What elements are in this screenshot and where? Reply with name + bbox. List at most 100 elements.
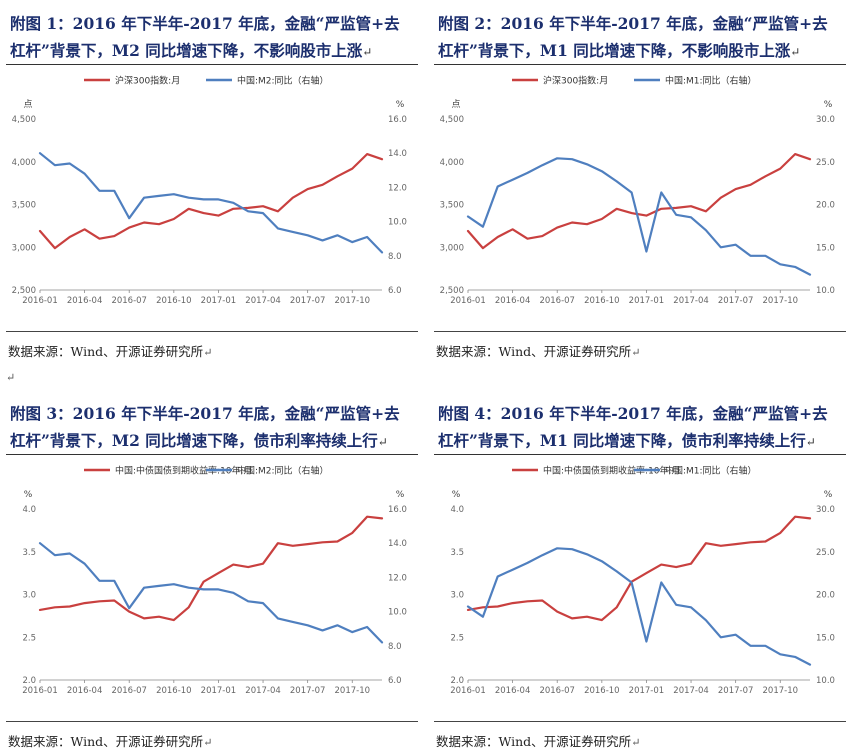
x-axis-tick-label: 2017-07 xyxy=(718,686,754,696)
right-axis-tick-label: 6.0 xyxy=(388,286,402,296)
left-axis-series-line xyxy=(466,515,812,622)
left-axis-tick-label: 4.0 xyxy=(450,505,464,515)
x-axis-tick-label: 2016-10 xyxy=(156,686,192,696)
x-axis-tick-label: 2016-07 xyxy=(539,686,575,696)
x-axis-tick-label: 2016-01 xyxy=(22,296,58,306)
x-axis-tick-label: 2016-07 xyxy=(111,296,147,306)
right-axis-tick-label: 12.0 xyxy=(388,183,407,193)
right-axis-tick-label: 30.0 xyxy=(816,115,835,125)
left-axis-tick-label: 4.0 xyxy=(22,505,36,515)
return-mark: ↵ xyxy=(805,435,816,449)
right-axis-tick-label: 20.0 xyxy=(816,591,835,601)
figure-panel-1: 附图 1：2016 年下半年-2017 年底，金融“严监管+去杠杆”背景下，M2… xyxy=(6,10,418,361)
legend-label: 中国:中债国债到期收益率:10年:月 xyxy=(543,465,681,477)
right-axis-series-line xyxy=(38,152,384,254)
legend-label: 中国:M1:同比（右轴） xyxy=(665,75,757,87)
right-axis-series-line xyxy=(38,542,384,644)
dual-axis-line-chart: 中国:中债国债到期收益率:10年:月中国:M1:同比（右轴）% % 2.0 2.5 3.… xyxy=(434,465,846,722)
x-axis-tick-label: 2017-10 xyxy=(335,686,371,696)
left-axis-series-line xyxy=(466,152,812,250)
right-axis-tick-label: 16.0 xyxy=(388,505,407,515)
x-axis-tick-label: 2016-04 xyxy=(495,686,531,696)
left-axis-tick-label: 4,000 xyxy=(440,158,464,168)
figure-title: 附图 2：2016 年下半年-2017 年底，金融“严监管+去杠杆”背景下，M1… xyxy=(434,10,846,65)
x-axis-tick-label: 2016-04 xyxy=(495,296,531,306)
right-axis-tick-label: 10.0 xyxy=(388,218,407,228)
left-axis-unit: % xyxy=(452,490,461,500)
left-axis-series-line xyxy=(38,515,384,622)
right-axis-series-line xyxy=(466,547,812,666)
x-axis-tick-label: 2016-01 xyxy=(22,686,58,696)
left-axis-tick-label: 3.0 xyxy=(450,591,464,601)
right-axis-tick-label: 25.0 xyxy=(816,158,835,168)
data-source-note: 数据来源：Wind、开源证券研究所↵ xyxy=(436,734,641,749)
x-axis-tick-label: 2016-01 xyxy=(450,296,486,306)
right-axis-tick-label: 15.0 xyxy=(816,633,835,643)
x-axis-tick-label: 2017-10 xyxy=(335,296,371,306)
legend-label: 中国:中债国债到期收益率:10年:月 xyxy=(115,465,253,477)
right-axis-tick-label: 12.0 xyxy=(388,573,407,583)
x-axis-tick-label: 2016-04 xyxy=(67,686,103,696)
x-axis-tick-label: 2016-10 xyxy=(584,686,620,696)
left-axis-tick-label: 3,000 xyxy=(12,243,36,253)
legend-label: 沪深300指数:月 xyxy=(115,75,180,87)
dual-axis-line-chart: 中国:中债国债到期收益率:10年:月中国:M2:同比（右轴）% % 2.0 2.5 3.… xyxy=(6,465,418,722)
right-axis-tick-label: 8.0 xyxy=(388,642,402,652)
left-axis-unit: 点 xyxy=(23,99,32,110)
data-source-note: 数据来源：Wind、开源证券研究所↵ xyxy=(8,734,213,749)
left-axis-tick-label: 3,500 xyxy=(440,201,464,211)
left-axis-tick-label: 3,000 xyxy=(440,243,464,253)
figure-panel-4: 附图 4：2016 年下半年-2017 年底，金融“严监管+去杠杆”背景下，M1… xyxy=(434,400,846,751)
right-axis-tick-label: 30.0 xyxy=(816,505,835,515)
paragraph-return-mark: ↵ xyxy=(6,371,16,384)
right-axis-series-line xyxy=(466,157,812,276)
left-axis-tick-label: 2.0 xyxy=(22,676,36,686)
left-axis-tick-label: 4,500 xyxy=(12,115,36,125)
legend: 中国:中债国债到期收益率:10年:月中国:M1:同比（右轴） xyxy=(512,465,757,477)
legend: 沪深300指数:月 中国:M2:同比（右轴） xyxy=(84,75,329,87)
x-axis-tick-label: 2017-10 xyxy=(763,296,799,306)
left-axis-unit: % xyxy=(24,490,33,500)
left-axis-tick-label: 3.5 xyxy=(22,548,36,558)
right-axis-unit: % xyxy=(396,490,405,500)
left-axis-tick-label: 2.5 xyxy=(22,633,36,643)
figure-panel-2: 附图 2：2016 年下半年-2017 年底，金融“严监管+去杠杆”背景下，M1… xyxy=(434,10,846,361)
left-axis-unit: 点 xyxy=(451,99,460,110)
x-axis-tick-label: 2017-04 xyxy=(673,296,709,306)
dual-axis-line-chart: 沪深300指数:月 中国:M1:同比（右轴） 点 % 2,500 3,000 3,500 4,… xyxy=(434,75,846,332)
x-axis-tick-label: 2017-04 xyxy=(673,686,709,696)
right-axis-unit: % xyxy=(824,490,833,500)
x-axis-tick-label: 2017-10 xyxy=(763,686,799,696)
right-axis-tick-label: 8.0 xyxy=(388,252,402,262)
return-mark: ↵ xyxy=(377,435,388,449)
left-axis-tick-label: 2,500 xyxy=(440,286,464,296)
figure-title: 附图 4：2016 年下半年-2017 年底，金融“严监管+去杠杆”背景下，M1… xyxy=(434,400,846,455)
right-axis-tick-label: 25.0 xyxy=(816,548,835,558)
left-axis-tick-label: 3.5 xyxy=(450,548,464,558)
x-axis-tick-label: 2017-01 xyxy=(201,296,237,306)
right-axis-tick-label: 14.0 xyxy=(388,539,407,549)
right-axis-tick-label: 10.0 xyxy=(816,676,835,686)
dual-axis-line-chart: 沪深300指数:月 中国:M2:同比（右轴） 点 % 2,500 3,000 3,500 4,… xyxy=(6,75,418,332)
legend: 中国:中债国债到期收益率:10年:月中国:M2:同比（右轴） xyxy=(84,465,329,477)
left-axis-tick-label: 3,500 xyxy=(12,201,36,211)
x-axis-tick-label: 2017-01 xyxy=(201,686,237,696)
right-axis-tick-label: 20.0 xyxy=(816,201,835,211)
left-axis-tick-label: 2.0 xyxy=(450,676,464,686)
figure-title: 附图 1：2016 年下半年-2017 年底，金融“严监管+去杠杆”背景下，M2… xyxy=(6,10,418,65)
x-axis-tick-label: 2016-10 xyxy=(156,296,192,306)
x-axis-tick-label: 2016-07 xyxy=(111,686,147,696)
right-axis-tick-label: 14.0 xyxy=(388,149,407,159)
x-axis-tick-label: 2017-01 xyxy=(629,686,665,696)
right-axis-tick-label: 10.0 xyxy=(816,286,835,296)
data-source-note: 数据来源：Wind、开源证券研究所↵ xyxy=(8,344,213,359)
figure-title: 附图 3：2016 年下半年-2017 年底，金融“严监管+去杠杆”背景下，M2… xyxy=(6,400,418,455)
right-axis-tick-label: 16.0 xyxy=(388,115,407,125)
left-axis-tick-label: 2.5 xyxy=(450,633,464,643)
right-axis-tick-label: 15.0 xyxy=(816,243,835,253)
x-axis-tick-label: 2017-07 xyxy=(718,296,754,306)
right-axis-tick-label: 10.0 xyxy=(388,608,407,618)
left-axis-tick-label: 4,500 xyxy=(440,115,464,125)
x-axis-tick-label: 2017-01 xyxy=(629,296,665,306)
x-axis-tick-label: 2017-04 xyxy=(245,296,281,306)
